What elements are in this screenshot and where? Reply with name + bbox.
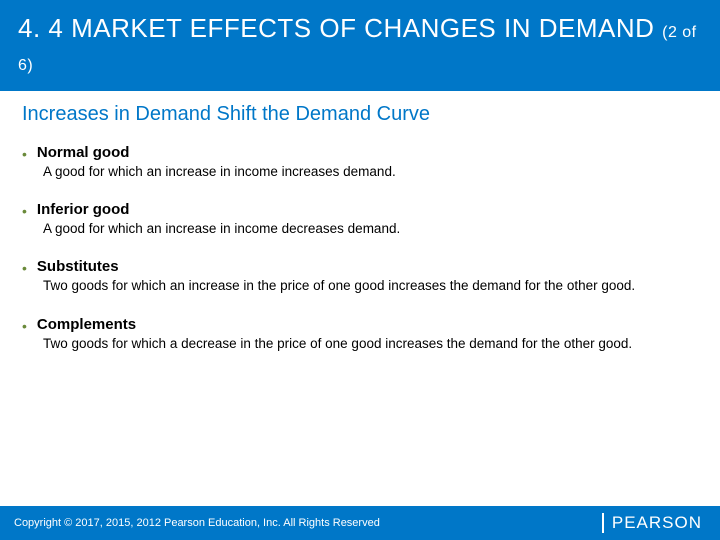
term: Normal good bbox=[37, 144, 130, 161]
definition: A good for which an increase in income d… bbox=[43, 220, 698, 238]
term: Substitutes bbox=[37, 258, 119, 275]
logo-bar-icon bbox=[602, 513, 604, 533]
bullet-row: • Complements bbox=[22, 316, 698, 333]
list-item: • Normal good A good for which an increa… bbox=[22, 144, 698, 181]
definition: Two goods for which an increase in the p… bbox=[43, 277, 698, 295]
slide-title: 4. 4 MARKET EFFECTS OF CHANGES IN DEMAND… bbox=[18, 12, 702, 77]
pearson-logo: PEARSON bbox=[602, 513, 702, 533]
list-item: • Complements Two goods for which a decr… bbox=[22, 316, 698, 353]
definition: Two goods for which a decrease in the pr… bbox=[43, 335, 698, 353]
bullet-icon: • bbox=[22, 261, 27, 275]
slide-content: Increases in Demand Shift the Demand Cur… bbox=[0, 91, 720, 353]
title-main: 4. 4 MARKET EFFECTS OF CHANGES IN DEMAND bbox=[18, 13, 662, 43]
term: Inferior good bbox=[37, 201, 130, 218]
term: Complements bbox=[37, 316, 136, 333]
bullet-row: • Inferior good bbox=[22, 201, 698, 218]
list-item: • Substitutes Two goods for which an inc… bbox=[22, 258, 698, 295]
slide-header: 4. 4 MARKET EFFECTS OF CHANGES IN DEMAND… bbox=[0, 0, 720, 91]
definition: A good for which an increase in income i… bbox=[43, 163, 698, 181]
copyright-text: Copyright © 2017, 2015, 2012 Pearson Edu… bbox=[14, 517, 380, 529]
logo-text: PEARSON bbox=[612, 513, 702, 533]
bullet-icon: • bbox=[22, 204, 27, 218]
slide-footer: Copyright © 2017, 2015, 2012 Pearson Edu… bbox=[0, 506, 720, 540]
subtitle: Increases in Demand Shift the Demand Cur… bbox=[22, 103, 698, 126]
bullet-row: • Normal good bbox=[22, 144, 698, 161]
bullet-icon: • bbox=[22, 319, 27, 333]
list-item: • Inferior good A good for which an incr… bbox=[22, 201, 698, 238]
bullet-icon: • bbox=[22, 147, 27, 161]
bullet-row: • Substitutes bbox=[22, 258, 698, 275]
